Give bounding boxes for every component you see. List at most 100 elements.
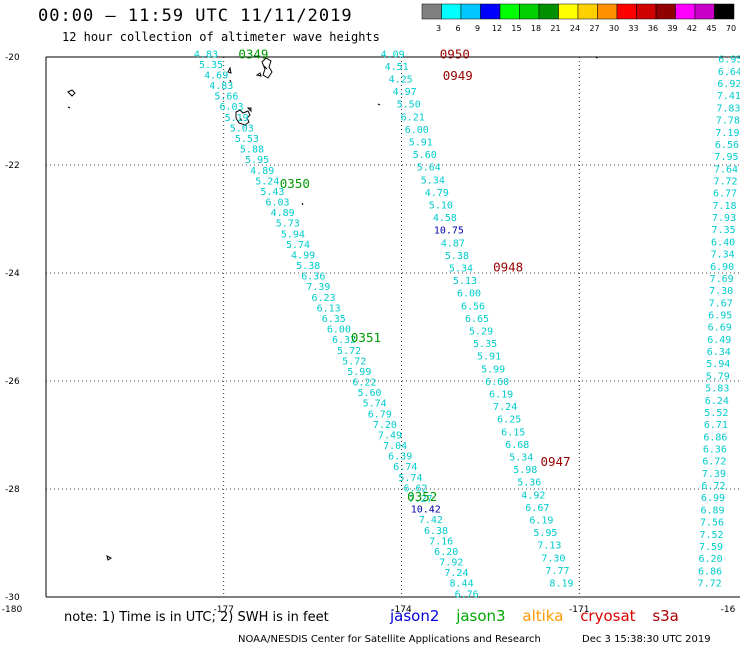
- wave-height-value: 7.92: [439, 558, 463, 569]
- wave-height-value: 6.99: [701, 493, 725, 504]
- credit-text: NOAA/NESDIS Center for Satellite Applica…: [238, 634, 541, 645]
- wave-height-value: 6.86: [698, 566, 722, 577]
- wave-height-value: 5.88: [240, 145, 264, 156]
- wave-height-value: 7.18: [713, 201, 737, 212]
- scale-swatch: [558, 3, 579, 20]
- wave-height-value: 4.99: [291, 250, 315, 261]
- wave-height-value: 6.92: [717, 79, 740, 90]
- y-tick-label: -26: [5, 377, 20, 387]
- wave-height-value: 6.72: [701, 481, 725, 492]
- wave-height-value: 7.59: [699, 542, 723, 553]
- scale-swatch: [441, 3, 462, 20]
- wave-height-value: 4.51: [385, 62, 409, 73]
- scale-label: 15: [511, 24, 521, 33]
- wave-height-value: 5.24: [255, 176, 279, 187]
- pass-time-label: 0948: [493, 260, 523, 275]
- wave-height-value: 5.52: [704, 408, 728, 419]
- pass-time-label: 0950: [440, 46, 470, 61]
- wave-height-value: 5.95: [245, 155, 269, 166]
- scale-swatch: [538, 3, 559, 20]
- scale-swatch: [694, 3, 715, 20]
- wave-height-value: 5.66: [214, 92, 238, 103]
- wave-height-value: 6.65: [465, 314, 489, 325]
- wave-height-value: 6.35: [322, 314, 346, 325]
- scale-swatch: [577, 3, 598, 20]
- wave-height-value: 6.74: [393, 462, 417, 473]
- y-tick-label: -22: [5, 161, 20, 171]
- wave-height-value: 7.16: [429, 536, 453, 547]
- wave-height-value: 6.56: [461, 301, 485, 312]
- wave-height-value: 5.74: [286, 240, 310, 251]
- wave-height-value: 6.56: [715, 140, 739, 151]
- wave-height-value: 5.34: [421, 175, 445, 186]
- wave-height-value: 7.20: [373, 420, 397, 431]
- wave-height-value: 6.03: [219, 102, 243, 113]
- wave-height-value: 5.34: [509, 453, 533, 464]
- x-tick-label: -180: [2, 605, 23, 615]
- scale-label: 70: [726, 24, 736, 33]
- y-tick-label: -28: [5, 485, 20, 495]
- wave-height-value: 5.38: [445, 251, 469, 262]
- chart-subtitle: 12 hour collection of altimeter wave hei…: [62, 30, 380, 44]
- wave-height-value: 6.72: [702, 457, 726, 468]
- legend-s3a: s3a: [652, 607, 679, 625]
- wave-height-value: 6.89: [700, 505, 724, 516]
- wave-height-value: 6.95: [718, 55, 740, 66]
- wave-height-value: 7.39: [306, 282, 330, 293]
- timestamp-text: Dec 3 15:38:30 UTC 2019: [582, 634, 711, 645]
- wave-height-value: 6.20: [434, 547, 458, 558]
- wave-height-value: 4.97: [393, 87, 417, 98]
- pass-time-labels: 0349035003510352095009490948094711281127: [238, 46, 570, 504]
- wave-height-value: 6.40: [711, 237, 735, 248]
- wave-height-value: 5.94: [706, 359, 730, 370]
- scale-label: 6: [455, 24, 460, 33]
- wave-height-value: 5.50: [397, 100, 421, 111]
- wave-height-value: 6.77: [713, 189, 737, 200]
- wave-height-value: 6.32: [332, 335, 356, 346]
- wave-height-value: 7.49: [378, 430, 402, 441]
- wave-height-value: 5.74: [363, 399, 387, 410]
- wave-height-value: 5.36: [517, 478, 541, 489]
- scale-label: 39: [667, 24, 677, 33]
- wave-height-value: 7.72: [698, 579, 722, 590]
- wave-height-value: 4.69: [204, 70, 228, 81]
- wave-height-value: 6.19: [529, 516, 553, 527]
- wave-height-value: 5.03: [230, 123, 254, 134]
- wave-height-value: 7.24: [493, 402, 517, 413]
- wave-height-value: 6.71: [704, 420, 728, 431]
- wave-height-value: 5.94: [281, 229, 305, 240]
- wave-height-value: 7.78: [716, 116, 740, 127]
- legend-altika: altika: [522, 607, 564, 625]
- wave-height-value: 6.00: [327, 325, 351, 336]
- wave-height-value: 4.92: [521, 490, 545, 501]
- wave-height-value: 5.91: [477, 352, 501, 363]
- wave-height-value: 6.36: [301, 272, 325, 283]
- pass-time-label: 0350: [280, 176, 310, 191]
- wave-height-value: 5.38: [296, 261, 320, 272]
- wave-height-value: 4.09: [381, 49, 405, 60]
- wave-height-value: 6.68: [505, 440, 529, 451]
- legend-jason2: jason2: [390, 607, 440, 625]
- wave-height-value: 6.23: [311, 293, 335, 304]
- scale-swatch: [597, 3, 618, 20]
- x-tick-label: -177: [214, 605, 234, 615]
- wave-height-value: 5.79: [706, 371, 730, 382]
- wave-height-value: 6.60: [485, 377, 509, 388]
- satellite-legend: jason2 jason3 altika cryosat s3a: [390, 607, 691, 625]
- wave-height-value: 4.58: [433, 213, 457, 224]
- scale-swatch: [714, 3, 735, 20]
- wave-height-value: 6.21: [401, 112, 425, 123]
- wave-height-value: 7.30: [709, 286, 733, 297]
- chart-title: 00:00 — 11:59 UTC 11/11/2019: [38, 6, 353, 26]
- wave-height-value: 7.67: [709, 298, 733, 309]
- footer-note: note: 1) Time is in UTC; 2) SWH is in fe…: [64, 610, 329, 625]
- legend-jason3: jason3: [456, 607, 506, 625]
- wave-height-value: 6.22: [352, 378, 376, 389]
- wave-height-value: 5.72: [337, 346, 361, 357]
- scale-swatch: [655, 3, 676, 20]
- wave-height-value: 5.34: [449, 264, 473, 275]
- wave-height-value: 7.72: [713, 177, 737, 188]
- plot-frame: [45, 56, 740, 598]
- x-tick-label: -171: [569, 605, 589, 615]
